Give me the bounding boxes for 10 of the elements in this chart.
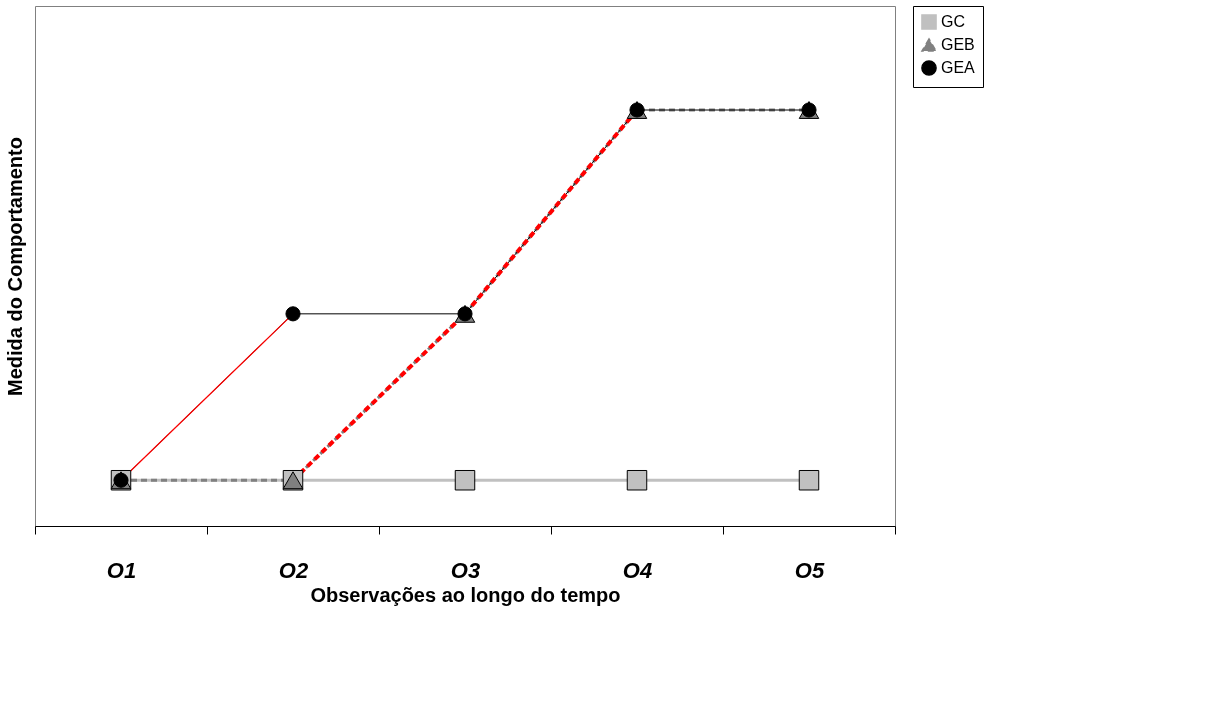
- legend-label: GEA: [941, 59, 976, 76]
- x-tick-label: O5: [794, 557, 825, 583]
- x-tick-label: O4: [622, 557, 653, 583]
- y-axis-title: Medida do Comportamento: [3, 137, 26, 396]
- x-tick-label: O1: [106, 557, 137, 583]
- legend-label: GEB: [941, 36, 975, 53]
- x-axis-title: Observações ao longo do tempo: [310, 583, 621, 606]
- x-tick-label: O3: [450, 557, 481, 583]
- x-tick-label: O2: [278, 557, 309, 583]
- legend-label: GC: [941, 13, 965, 30]
